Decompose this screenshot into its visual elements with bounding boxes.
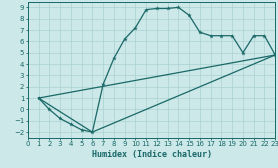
X-axis label: Humidex (Indice chaleur): Humidex (Indice chaleur) [91, 150, 212, 159]
